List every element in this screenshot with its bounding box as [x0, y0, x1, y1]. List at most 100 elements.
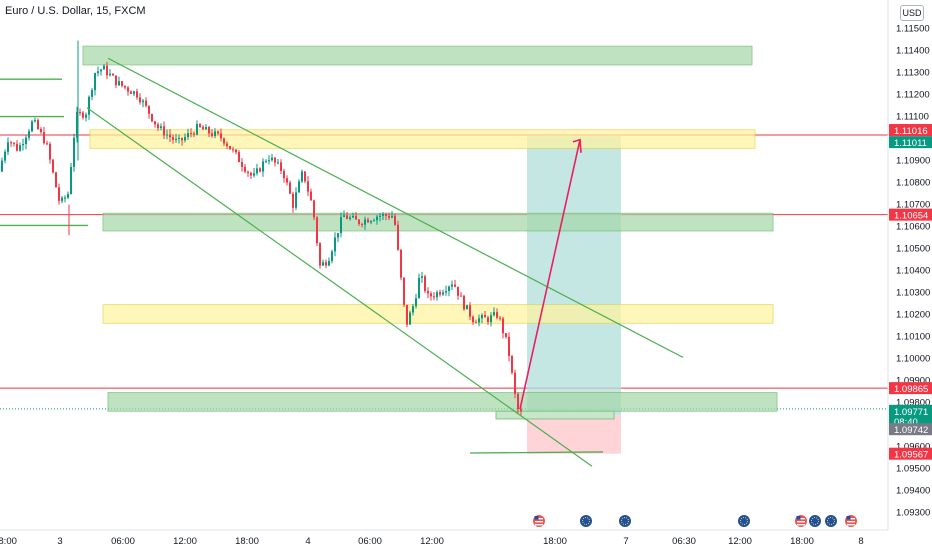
price-tag-label: 1.09567: [894, 450, 928, 461]
candle-body: [310, 191, 312, 201]
candle-body: [16, 143, 18, 151]
time-tick-label: 06:30: [672, 536, 696, 547]
candle-body: [241, 162, 243, 167]
price-tag-countdown: 08:40: [894, 417, 918, 428]
candle-body: [352, 215, 354, 218]
price-tick-label: 1.10200: [896, 309, 930, 320]
price-axis[interactable]: 1.11500 1.11400 1.11300 1.11200 1.11100 1.109…: [887, 0, 932, 530]
candle-body: [496, 312, 498, 318]
candle-body: [373, 220, 375, 222]
candle-body: [244, 166, 246, 172]
candle-body: [148, 105, 150, 114]
candle-body: [253, 173, 255, 176]
candle-body: [166, 134, 168, 136]
candle-body: [265, 161, 267, 163]
candle-body: [427, 291, 429, 294]
time-axis[interactable]: 18:00 3 06:00 12:00 18:00 4 06:00 12:00 18:00 7 06…: [0, 529, 932, 550]
candle-body: [304, 171, 306, 182]
price-tag: [889, 208, 932, 221]
us-flag-icon-canton: [846, 516, 851, 520]
candle-body: [406, 304, 408, 325]
price-tick-label: 1.11500: [896, 24, 930, 35]
candle-body: [37, 120, 39, 129]
candle-body: [151, 113, 153, 122]
candle-body: [502, 318, 504, 334]
zone-rect-2: [89, 129, 756, 149]
zone-rect-3: [102, 212, 774, 232]
price-tick-label: 1.11200: [896, 90, 930, 101]
candle-body: [325, 262, 327, 266]
candle-body: [10, 142, 12, 144]
candle-body: [388, 215, 390, 218]
candle-body: [319, 243, 321, 266]
candle-body: [1, 160, 3, 172]
candle-body: [508, 336, 510, 356]
candle-body: [85, 114, 87, 118]
eu-flag-icon-disc: [579, 514, 593, 528]
candle-body: [208, 127, 210, 134]
candle-body: [211, 133, 213, 137]
candle-body: [340, 217, 342, 234]
candle-body: [223, 138, 225, 144]
price-tick-label: 1.09500: [896, 463, 930, 474]
currency-badge[interactable]: USD: [900, 5, 924, 21]
projection-arrow-head: [572, 138, 582, 153]
us-flag-icon: [532, 514, 546, 528]
eu-flag-icon: [579, 514, 593, 528]
price-tag-label: 1.09742: [894, 425, 928, 436]
candle-body: [4, 151, 6, 161]
candle-body: [358, 219, 360, 225]
candle-body: [70, 166, 72, 194]
price-tick-label: 1.10900: [896, 156, 930, 167]
candle-body: [346, 215, 348, 219]
zone-rect-4: [102, 304, 774, 324]
candle-body: [49, 143, 51, 160]
price-tag: [889, 447, 932, 460]
candle-body: [193, 133, 195, 135]
time-tick-label: 8: [858, 536, 863, 547]
candle-body: [232, 149, 234, 151]
candle-body: [106, 65, 108, 76]
price-tick-label: 1.09800: [896, 397, 930, 408]
candle-body: [184, 137, 186, 141]
candle-body: [13, 142, 15, 144]
candle-body: [58, 187, 60, 201]
candle-body: [169, 134, 171, 138]
eu-flag-icon-disc: [824, 514, 838, 528]
projection-arrow: [519, 139, 581, 410]
candle-body: [439, 292, 441, 295]
candle-body: [316, 217, 318, 244]
price-tick-label: 1.10600: [896, 222, 930, 233]
candle-body: [472, 316, 474, 323]
candle-body: [520, 409, 522, 412]
candle-body: [355, 215, 357, 220]
price-tag: [889, 404, 932, 427]
candle-body: [364, 219, 366, 225]
time-axis-bg: [0, 530, 932, 550]
candle-body: [55, 172, 57, 188]
candle-body: [457, 286, 459, 296]
candle-body: [379, 215, 381, 217]
us-flag-icon-stripe: [847, 521, 855, 523]
candle-body: [109, 73, 111, 76]
candle-body: [292, 193, 294, 208]
price-tag: [889, 124, 932, 137]
candle-body: [103, 65, 105, 70]
candle-body: [487, 317, 489, 323]
eu-flag-icon-disc: [737, 514, 751, 528]
candle-body: [187, 133, 189, 138]
candle-body: [22, 143, 24, 146]
candle-body: [436, 292, 438, 298]
price-tick-label: 1.10800: [896, 178, 930, 189]
economic-events[interactable]: [532, 514, 858, 528]
candle-body: [7, 142, 9, 152]
time-tick-label: 06:00: [358, 536, 382, 547]
candle-body: [463, 295, 465, 310]
time-tick-label: 4: [305, 536, 310, 547]
price-tick-label: 1.11400: [896, 46, 930, 57]
price-tick-label: 1.10500: [896, 244, 930, 255]
candle-body: [418, 277, 420, 299]
eu-flag-icon-disc: [618, 514, 632, 528]
price-axis-bg: [888, 0, 932, 530]
